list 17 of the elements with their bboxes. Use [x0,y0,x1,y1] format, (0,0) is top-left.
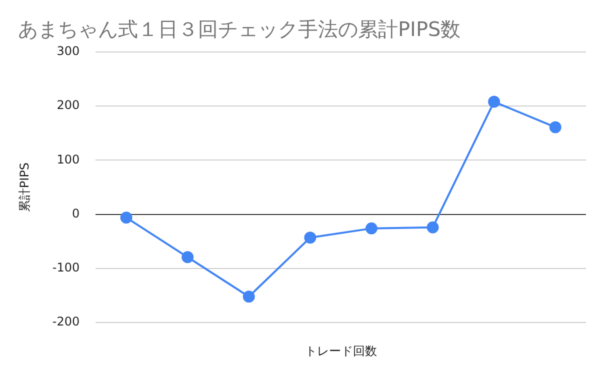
point [120,212,132,224]
y-tick-label: -200 [52,314,80,329]
y-tick-label: 300 [56,44,80,58]
y-tick-label: -100 [52,260,80,275]
y-tick-label: 0 [72,206,80,220]
point [488,96,500,108]
y-tick-label: 100 [56,152,80,166]
chart-title: あまちゃん式１日３回チェック手法の累計PIPS数 [18,16,461,43]
y-tick-label: 200 [56,98,80,112]
point [242,290,255,303]
point [549,121,562,134]
y-axis-title: 累計PIPS [17,162,32,212]
x-axis-title: トレード回数 [304,344,377,358]
point [426,221,439,234]
point [304,232,316,244]
point [182,251,194,264]
point [365,222,378,234]
